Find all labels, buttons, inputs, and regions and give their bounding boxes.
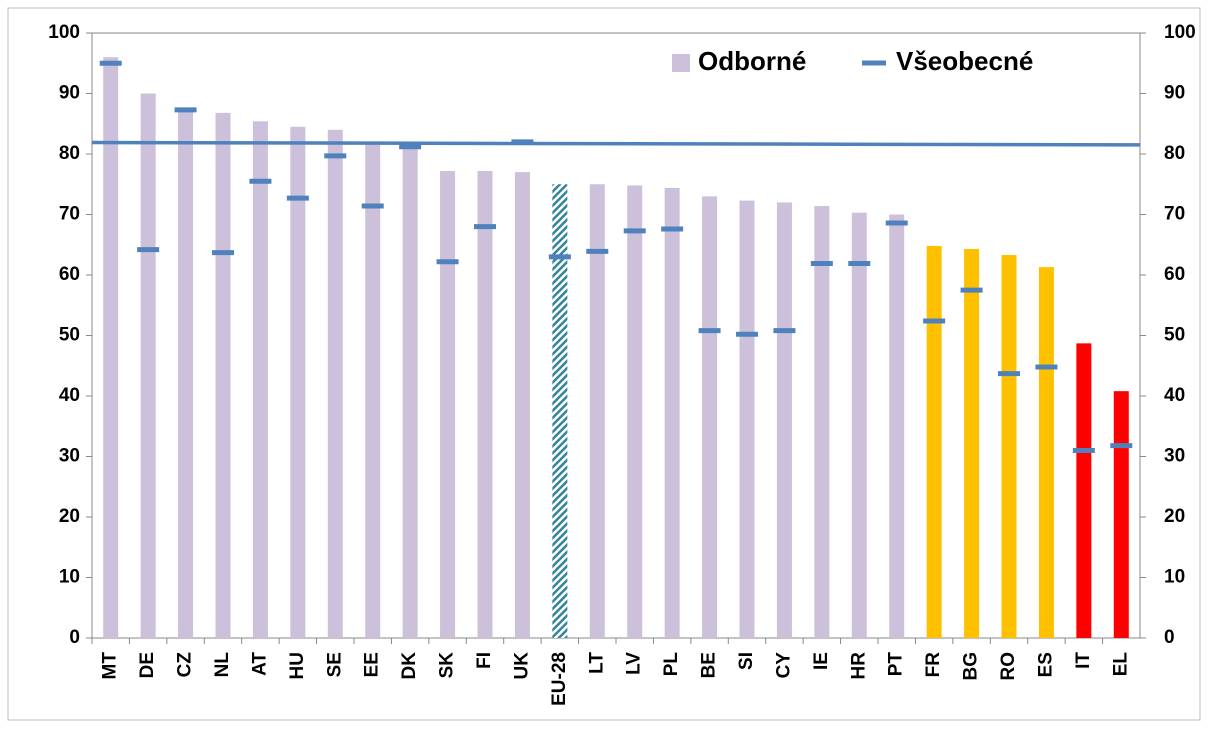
x-tick-label: EL: [1110, 652, 1131, 677]
y-tick-label: 90: [59, 83, 80, 104]
bar: [290, 126, 306, 639]
y2-tick-label: 20: [1164, 506, 1185, 527]
y-tick-label: 40: [59, 385, 80, 406]
y2-tick-label: 70: [1164, 204, 1185, 225]
x-tick-label: MT: [100, 652, 121, 680]
x-tick-label: AT: [249, 652, 270, 676]
x-tick-label: IE: [811, 652, 832, 670]
x-tick-label: CZ: [175, 652, 196, 678]
x-tick-label: FR: [923, 652, 944, 678]
bar: [1001, 255, 1017, 638]
x-tick-label: FI: [474, 652, 495, 669]
bar: [552, 184, 568, 638]
plot-area: [91, 32, 1141, 639]
x-tick-label: LT: [586, 652, 607, 674]
bar: [477, 170, 493, 638]
x-tick-label: HR: [848, 652, 869, 680]
y-tick-label: 100: [48, 22, 80, 43]
legend-swatch: [672, 54, 690, 72]
bar: [664, 187, 680, 638]
bar: [140, 93, 156, 638]
bar: [252, 121, 268, 638]
x-tick-label: DE: [137, 652, 158, 678]
y-tick-label: 30: [59, 446, 80, 467]
y-tick-label: 0: [69, 627, 80, 648]
x-tick-label: PL: [661, 652, 682, 677]
legend-label: Všeobecné: [896, 46, 1033, 76]
bar: [215, 112, 231, 639]
legend-label: Odborné: [698, 46, 806, 76]
y-tick-label: 60: [59, 264, 80, 285]
bar: [1076, 343, 1092, 638]
x-tick-label: CY: [773, 652, 794, 679]
x-tick-label: HU: [287, 652, 308, 679]
bar: [702, 196, 718, 638]
x-tick-label: RO: [998, 652, 1019, 681]
x-tick-label: PT: [886, 652, 907, 677]
bar: [514, 172, 530, 638]
x-tick-label: LV: [624, 652, 645, 675]
chart-border: [7, 7, 1201, 721]
bar: [964, 248, 980, 639]
bar: [589, 184, 605, 638]
y2-tick-label: 100: [1164, 22, 1196, 43]
bar: [1038, 267, 1054, 638]
reference-line: [91, 140, 1141, 147]
bar: [327, 129, 343, 639]
x-tick-label: UK: [511, 652, 532, 680]
y-tick-label: 10: [59, 567, 80, 588]
y-tick-label: 80: [59, 143, 80, 164]
bar: [926, 245, 942, 638]
y-tick-label: 20: [59, 506, 80, 527]
y2-tick-label: 80: [1164, 143, 1185, 164]
bar: [402, 144, 418, 639]
y2-tick-label: 90: [1164, 83, 1185, 104]
bar: [1113, 391, 1129, 638]
y2-tick-label: 0: [1164, 627, 1175, 648]
y2-tick-label: 60: [1164, 264, 1185, 285]
bar: [851, 212, 867, 638]
bar: [365, 141, 381, 638]
bar: [814, 206, 830, 638]
x-tick-label: IT: [1073, 652, 1094, 669]
x-tick-label: EE: [362, 652, 383, 677]
x-tick-label: BG: [961, 652, 982, 681]
bar: [440, 170, 456, 638]
x-tick-label: DK: [399, 652, 420, 680]
x-tick-label: SK: [437, 652, 458, 679]
bar: [776, 202, 792, 638]
bar: [178, 108, 194, 638]
y-tick-label: 50: [59, 325, 80, 346]
x-tick-label: EU-28: [549, 652, 570, 706]
y2-tick-label: 40: [1164, 385, 1185, 406]
x-tick-label: SE: [324, 652, 345, 677]
bar: [889, 214, 905, 638]
bar: [739, 200, 755, 638]
y2-tick-label: 30: [1164, 446, 1185, 467]
y2-tick-label: 10: [1164, 567, 1185, 588]
bar: [103, 57, 119, 638]
x-tick-label: NL: [212, 652, 233, 678]
x-tick-label: SI: [736, 652, 757, 670]
y-tick-label: 70: [59, 204, 80, 225]
y2-tick-label: 50: [1164, 325, 1185, 346]
bar: [627, 185, 643, 638]
x-tick-label: BE: [699, 652, 720, 678]
x-tick-label: ES: [1035, 652, 1056, 677]
